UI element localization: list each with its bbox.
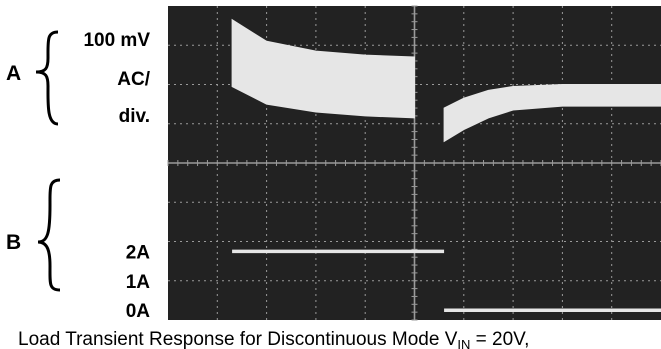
channel-b-tick-label: 2A [126,242,151,263]
channel-b-tick-label: 0A [126,301,151,322]
channel-b-label: B [6,231,21,254]
channel-a-brace [35,30,59,126]
channel-a-scale-line-3: div. [119,106,150,127]
figure-caption: Load Transient Response for Discontinuou… [18,329,529,349]
channel-a-scale-line-1: 100 mV [83,30,150,51]
scope-screen [167,5,661,321]
channel-b-tick-label: 1A [126,272,151,293]
channel-b-annotation: B 2A 1A 0A [6,178,151,322]
channel-a-scale-line-2: AC/ [117,69,150,90]
caption-main: Load Transient Response for Discontinuou… [18,329,458,349]
channel-a-annotation: A 100 mV AC/ div. [6,30,151,127]
channel-a-label: A [6,62,21,85]
scope-traces [231,18,661,312]
channel-b-brace [37,178,61,292]
channel-a-trace-after-step [443,84,661,143]
channel-a-trace-before-step [231,18,415,119]
caption-tail: = 20V, [470,329,529,349]
caption-subscript: IN [457,337,470,349]
